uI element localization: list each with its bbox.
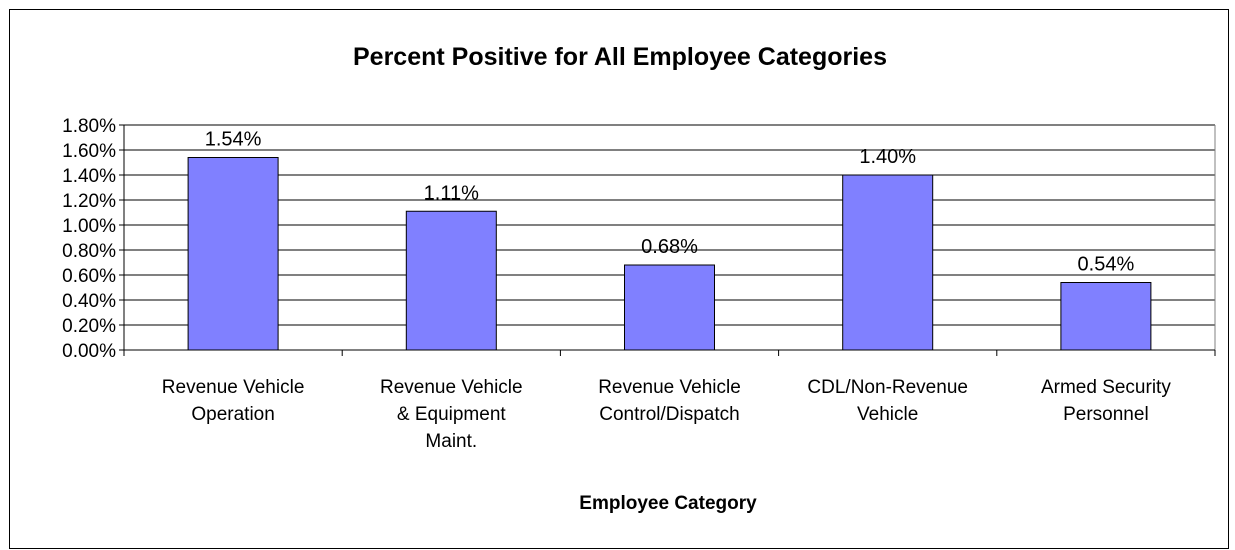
category-label: CDL/Non-Revenue [807,377,968,398]
y-tick-label: 0.40% [62,291,116,312]
data-label: 0.68% [641,236,698,258]
category-label: Revenue Vehicle [598,377,741,398]
category-label: Revenue Vehicle [162,377,305,398]
y-tick-label: 0.80% [62,241,116,262]
y-tick-label: 0.60% [62,266,116,287]
bars [187,157,1152,351]
chart-area: Percent Positive for All Employee Catego… [9,9,1229,549]
data-label: 0.54% [1078,254,1135,276]
bar [405,210,497,351]
data-labels: 1.54% 1.11% 0.68% 1.40% 0.54% [205,129,1135,276]
category-label: Operation [191,404,274,425]
y-tick-label: 1.20% [62,191,116,212]
y-tick-label: 0.00% [62,341,116,362]
y-tick-label: 1.00% [62,216,116,237]
bar-chart: Percent Positive for All Employee Catego… [62,43,1216,514]
data-label: 1.40% [859,146,916,168]
gridlines [124,124,1215,326]
category-label: Armed Security [1041,377,1171,398]
x-axis-categories: Revenue Vehicle Operation Revenue Vehicle &… [162,377,1172,452]
category-label: Maint. [425,431,477,452]
y-tick-label: 0.20% [62,316,116,337]
axes [123,125,1216,356]
chart-title: Percent Positive for All Employee Catego… [353,43,887,71]
y-axis-ticks: 0.00% 0.20% 0.40% 0.60% 0.80% 1.00% 1.20% 1.40%… [62,116,124,362]
category-label: Vehicle [857,404,918,425]
category-label: Personnel [1063,404,1149,425]
data-label: 1.11% [424,182,479,204]
x-axis-title: Employee Category [579,493,757,514]
y-tick-label: 1.60% [62,141,116,162]
y-tick-label: 1.80% [62,116,116,137]
category-label: & Equipment [397,404,507,425]
bar [187,157,279,351]
bar [842,174,934,351]
data-label: 1.54% [205,129,262,151]
y-tick-label: 1.40% [62,166,116,187]
category-label: Control/Dispatch [599,404,739,425]
bar [624,264,715,351]
bar [1060,282,1152,351]
category-label: Revenue Vehicle [380,377,523,398]
